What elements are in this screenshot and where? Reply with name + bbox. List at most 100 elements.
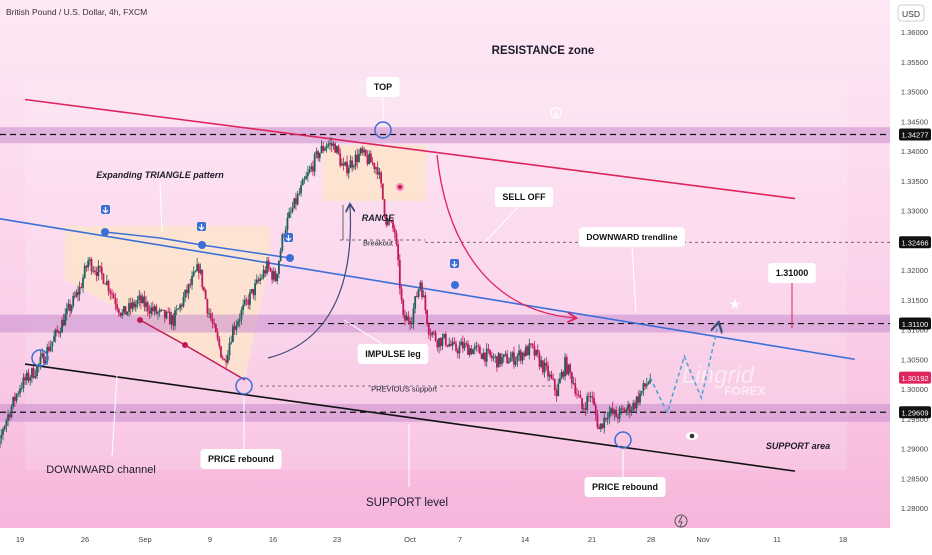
candle xyxy=(56,330,58,332)
candle xyxy=(128,303,130,312)
candle xyxy=(155,306,157,313)
price-tick-label: 1.36000 xyxy=(901,28,928,37)
candle xyxy=(421,283,423,298)
candle xyxy=(104,284,106,285)
candle xyxy=(556,390,558,396)
candle xyxy=(435,333,437,341)
candle xyxy=(535,350,537,356)
candle xyxy=(159,310,161,313)
time-tick-label: 19 xyxy=(16,535,24,544)
candle xyxy=(195,271,197,272)
candle xyxy=(28,373,30,381)
candle xyxy=(140,295,142,303)
candle xyxy=(203,287,205,290)
candle xyxy=(92,271,94,272)
annotation-impulse-leg: IMPULSE leg xyxy=(365,349,421,359)
candle xyxy=(23,377,25,388)
candle xyxy=(600,424,602,430)
candle xyxy=(460,342,462,346)
candle xyxy=(489,350,491,355)
candle xyxy=(300,185,302,193)
candle xyxy=(358,154,360,162)
candle xyxy=(324,148,326,150)
candle xyxy=(378,172,380,174)
candle xyxy=(440,338,442,346)
candle xyxy=(143,297,145,307)
price-label: 1.32466 xyxy=(901,238,928,247)
symbol-title: British Pound / U.S. Dollar, 4h, FXCM xyxy=(6,7,147,17)
candle xyxy=(71,306,73,311)
candle xyxy=(184,290,186,298)
candle xyxy=(292,208,294,211)
time-tick-label: 14 xyxy=(521,535,529,544)
candle xyxy=(617,417,619,419)
candle xyxy=(401,289,403,300)
candle xyxy=(442,338,444,347)
candle xyxy=(637,397,639,403)
candle xyxy=(356,155,358,162)
candle xyxy=(213,323,215,324)
candle xyxy=(239,319,241,321)
candle xyxy=(61,320,63,333)
candle xyxy=(404,315,406,321)
candle xyxy=(503,355,505,358)
eye-icon xyxy=(686,432,698,440)
candle xyxy=(537,350,539,354)
candle xyxy=(235,326,237,330)
candle xyxy=(498,353,500,367)
candle xyxy=(225,360,227,362)
candle xyxy=(116,304,118,309)
candle xyxy=(113,294,115,298)
candle xyxy=(452,342,454,346)
zone-band xyxy=(0,127,890,143)
candle xyxy=(496,356,498,367)
candle xyxy=(426,310,428,324)
candle xyxy=(36,366,38,376)
candle xyxy=(254,283,256,295)
candle xyxy=(610,408,612,412)
candle xyxy=(281,235,283,251)
candle xyxy=(431,332,433,335)
candle xyxy=(486,349,488,362)
candle xyxy=(573,383,575,384)
candle xyxy=(55,330,57,337)
candle xyxy=(123,306,125,312)
candle xyxy=(327,144,329,145)
candle xyxy=(552,378,554,379)
candle xyxy=(266,261,268,274)
candle xyxy=(523,353,525,356)
candle xyxy=(188,284,190,293)
candle xyxy=(50,346,52,351)
candle xyxy=(171,315,173,324)
candle xyxy=(598,427,600,429)
candle xyxy=(505,354,507,355)
candle xyxy=(438,338,440,347)
candle xyxy=(493,357,495,358)
candle xyxy=(396,233,398,244)
candle xyxy=(33,368,35,378)
candle xyxy=(595,405,597,414)
candle xyxy=(443,334,445,338)
candle xyxy=(48,347,50,351)
candle xyxy=(336,146,338,152)
candle xyxy=(297,194,299,204)
candle xyxy=(348,168,350,173)
candle xyxy=(464,343,466,348)
candle xyxy=(407,316,409,321)
candle xyxy=(79,287,81,295)
watermark-sub: FOREX xyxy=(724,384,765,398)
candle xyxy=(605,418,607,420)
candle xyxy=(133,302,135,307)
candle xyxy=(331,143,333,146)
candle xyxy=(329,143,331,144)
candle xyxy=(360,148,362,153)
candle xyxy=(355,155,357,166)
candle xyxy=(588,396,590,397)
candle xyxy=(455,343,457,350)
candle xyxy=(53,336,55,341)
candle xyxy=(433,332,435,333)
star-icon: ★ xyxy=(729,296,742,312)
candle xyxy=(298,193,300,194)
